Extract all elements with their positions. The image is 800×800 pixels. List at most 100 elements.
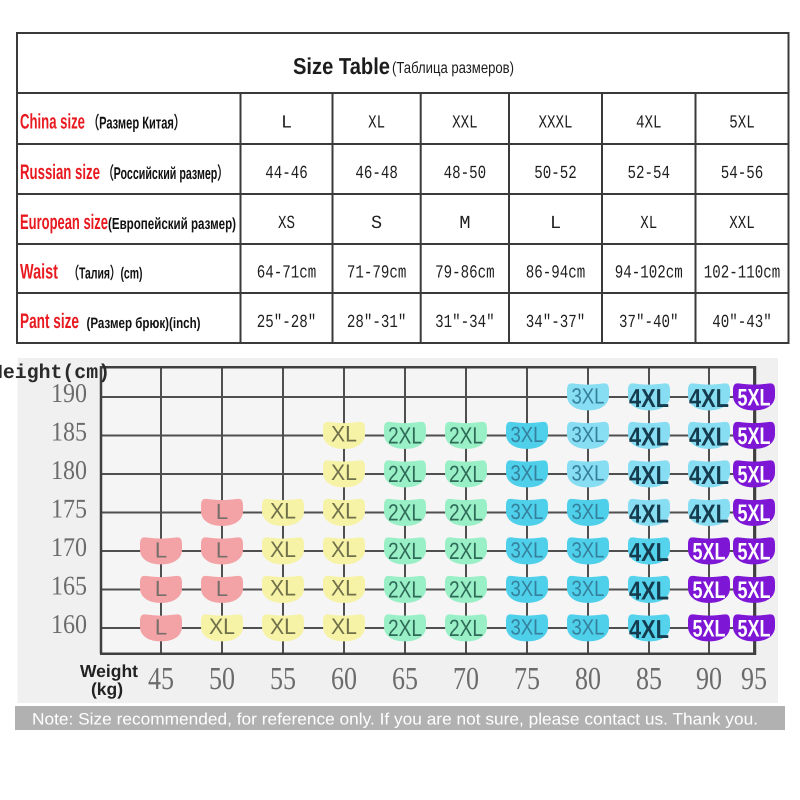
svg-text:5XL: 5XL [693, 539, 726, 566]
svg-text:(kg): (kg) [91, 679, 123, 699]
svg-text:3XL: 3XL [511, 576, 544, 601]
svg-text:XL: XL [331, 460, 357, 485]
svg-text:70: 70 [453, 660, 479, 696]
svg-text:5XL: 5XL [738, 539, 771, 566]
svg-text:50-52: 50-52 [534, 163, 577, 184]
svg-text:4XL: 4XL [689, 499, 729, 529]
svg-text:45: 45 [148, 660, 174, 696]
svg-text:75: 75 [514, 660, 540, 696]
svg-text:3XL: 3XL [572, 461, 605, 486]
svg-text:XXXL: XXXL [539, 113, 573, 134]
svg-text:44-46: 44-46 [265, 163, 308, 184]
svg-text:XL: XL [270, 537, 296, 562]
svg-text:175: 175 [51, 494, 87, 524]
svg-text:95: 95 [741, 660, 767, 696]
svg-text:31″-34″: 31″-34″ [435, 312, 495, 333]
svg-text:185: 185 [51, 417, 87, 447]
svg-text:37″-40″: 37″-40″ [619, 312, 679, 333]
svg-text:XL: XL [270, 614, 296, 639]
svg-text:5XL: 5XL [738, 616, 771, 643]
svg-text:4XL: 4XL [629, 460, 669, 490]
svg-text:4XL: 4XL [629, 614, 669, 644]
svg-text:XXL: XXL [729, 213, 755, 234]
svg-text:25″-28″: 25″-28″ [257, 312, 317, 333]
svg-text:5XL: 5XL [738, 500, 771, 527]
svg-text:180: 180 [51, 455, 87, 485]
svg-text:4XL: 4XL [629, 422, 669, 452]
svg-text:4XL: 4XL [629, 383, 669, 413]
svg-text:(Европейский размер): (Европейский размер) [108, 216, 236, 233]
svg-text:4XL: 4XL [689, 460, 729, 490]
svg-text:（Талия）(cm): （Талия）(cm) [69, 264, 143, 283]
svg-text:5XL: 5XL [738, 577, 771, 604]
svg-text:3XL: 3XL [511, 499, 544, 524]
svg-text:170: 170 [51, 532, 87, 562]
svg-text:5XL: 5XL [738, 462, 771, 489]
svg-text:M: M [459, 213, 470, 234]
svg-text:S: S [371, 213, 382, 234]
svg-text:2XL: 2XL [449, 615, 483, 641]
svg-text:48-50: 48-50 [444, 163, 487, 184]
svg-text:L: L [216, 576, 228, 601]
svg-text:2XL: 2XL [388, 500, 422, 526]
svg-text:(Таблица размеров): (Таблица размеров) [392, 60, 514, 77]
svg-text:4XL: 4XL [629, 537, 669, 567]
svg-text:3XL: 3XL [572, 422, 605, 447]
svg-text:European size: European size [20, 211, 108, 234]
svg-text:(Размер брюк)(inch): (Размер брюк)(inch) [87, 315, 201, 332]
svg-text:55: 55 [270, 660, 296, 696]
svg-text:5XL: 5XL [738, 385, 771, 412]
svg-text:L: L [550, 213, 561, 234]
svg-text:L: L [281, 113, 292, 134]
svg-text:4XL: 4XL [629, 499, 669, 529]
svg-text:4XL: 4XL [689, 422, 729, 452]
svg-text:5XL: 5XL [729, 113, 755, 134]
svg-text:5XL: 5XL [693, 577, 726, 604]
svg-text:L: L [155, 615, 167, 640]
svg-text:3XL: 3XL [572, 615, 605, 640]
svg-text:（Размер Китая）: （Размер Китая） [88, 114, 185, 133]
svg-text:XXL: XXL [452, 113, 478, 134]
svg-text:2XL: 2XL [449, 577, 483, 603]
svg-text:71-79cm: 71-79cm [347, 263, 407, 284]
svg-text:XL: XL [331, 614, 357, 639]
svg-text:China size: China size [20, 111, 85, 134]
svg-text:XL: XL [270, 576, 296, 601]
svg-text:165: 165 [51, 571, 87, 601]
svg-text:40″-43″: 40″-43″ [712, 312, 772, 333]
svg-text:60: 60 [331, 660, 357, 696]
svg-text:79-86cm: 79-86cm [435, 263, 495, 284]
svg-text:46-48: 46-48 [355, 163, 398, 184]
svg-text:94-102cm: 94-102cm [615, 263, 683, 284]
svg-text:Size Table: Size Table [293, 53, 390, 79]
svg-text:2XL: 2XL [449, 500, 483, 526]
svg-text:2XL: 2XL [449, 538, 483, 564]
svg-text:28″-31″: 28″-31″ [347, 312, 407, 333]
svg-text:34″-37″: 34″-37″ [526, 312, 586, 333]
svg-text:L: L [155, 576, 167, 601]
svg-text:XL: XL [331, 576, 357, 601]
svg-text:2XL: 2XL [449, 461, 483, 487]
svg-text:2XL: 2XL [388, 538, 422, 564]
svg-text:2XL: 2XL [388, 423, 422, 449]
svg-text:XS: XS [278, 213, 295, 234]
svg-text:2XL: 2XL [388, 461, 422, 487]
svg-text:XL: XL [331, 422, 357, 447]
svg-text:64-71cm: 64-71cm [257, 263, 317, 284]
svg-text:65: 65 [392, 660, 418, 696]
svg-text:2XL: 2XL [388, 577, 422, 603]
svg-text:190: 190 [51, 378, 87, 408]
svg-text:L: L [155, 538, 167, 563]
svg-text:Russian size: Russian size [20, 161, 100, 184]
svg-text:XL: XL [331, 499, 357, 524]
svg-text:Pant size: Pant size [20, 310, 79, 333]
svg-text:XL: XL [368, 113, 385, 134]
svg-text:5XL: 5XL [738, 423, 771, 450]
svg-text:3XL: 3XL [572, 538, 605, 563]
svg-text:102-110cm: 102-110cm [704, 263, 781, 284]
svg-text:54-56: 54-56 [721, 163, 764, 184]
svg-text:4XL: 4XL [636, 113, 662, 134]
svg-text:L: L [216, 538, 228, 563]
svg-text:Waist: Waist [20, 261, 58, 284]
svg-text:3XL: 3XL [572, 384, 605, 409]
